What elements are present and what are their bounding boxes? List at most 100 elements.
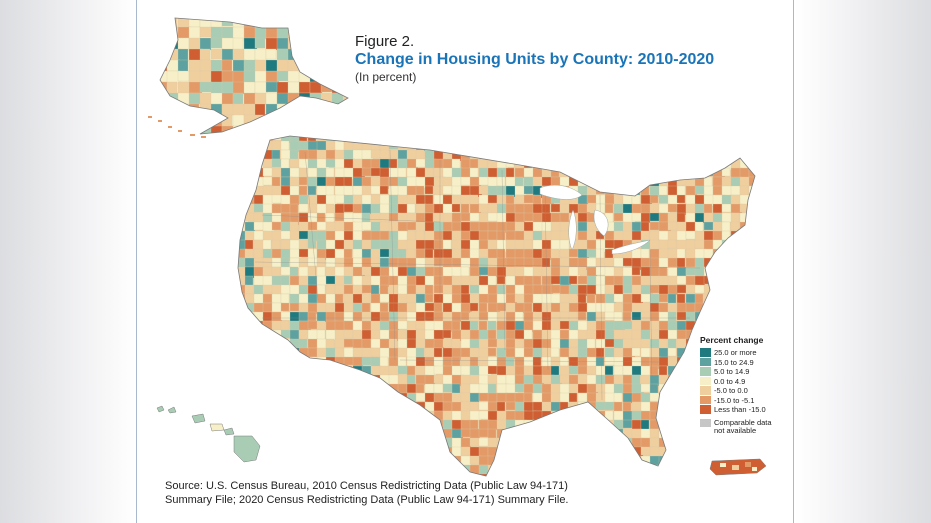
county-tile	[370, 383, 383, 395]
county-tile	[532, 266, 543, 277]
county-tile	[460, 257, 472, 268]
county-tile	[712, 185, 723, 196]
county-tile	[280, 284, 291, 295]
county-tile	[289, 221, 299, 233]
county-tile	[685, 329, 697, 341]
county-tile	[334, 374, 344, 386]
county-tile	[262, 158, 273, 168]
county-tile	[370, 203, 382, 215]
county-tile	[739, 446, 752, 458]
county-tile	[406, 455, 418, 469]
county-tile	[238, 392, 247, 403]
county-tile	[320, 26, 336, 38]
county-tile	[199, 103, 212, 118]
county-tile	[685, 419, 697, 430]
county-tile	[532, 428, 545, 440]
county-tile	[287, 103, 302, 117]
county-tile	[622, 284, 633, 294]
county-tile	[703, 446, 715, 456]
county-tile	[244, 149, 255, 159]
county-tile	[298, 374, 310, 385]
county-tile	[254, 37, 266, 49]
county-tile	[325, 365, 337, 378]
county-tile	[388, 194, 400, 206]
county-tile	[307, 446, 321, 459]
county-tile	[309, 48, 322, 63]
county-tile	[280, 374, 291, 385]
county-tile	[415, 392, 427, 402]
county-tile	[244, 374, 256, 385]
county-tile	[298, 103, 312, 117]
county-tile	[244, 221, 256, 233]
county-tile	[758, 447, 769, 457]
county-tile	[199, 114, 212, 126]
county-tile	[238, 149, 248, 162]
county-tile	[433, 140, 443, 152]
county-tile	[298, 26, 313, 41]
county-tile	[298, 356, 308, 369]
county-tile	[694, 320, 706, 333]
legend-title: Percent change	[700, 335, 764, 345]
county-tile	[658, 149, 669, 162]
county-tile	[559, 221, 570, 232]
county-tile	[298, 194, 309, 205]
county-tile	[188, 18, 201, 28]
county-tile	[667, 446, 681, 456]
county-tile	[460, 410, 472, 421]
county-tile	[676, 140, 686, 152]
county-tile	[271, 176, 281, 188]
county-tile	[406, 248, 416, 259]
county-tile	[758, 276, 766, 285]
county-tile	[307, 401, 318, 415]
county-tile	[342, 48, 348, 62]
county-tile	[523, 136, 535, 144]
county-tile	[451, 140, 463, 151]
county-tile	[586, 419, 596, 432]
county-tile	[658, 239, 669, 251]
county-tile	[397, 419, 409, 433]
county-tile	[604, 203, 614, 214]
county-tile	[298, 329, 309, 341]
county-tile	[667, 266, 679, 278]
county-tile	[586, 230, 598, 242]
county-tile	[243, 103, 257, 116]
county-tile	[415, 455, 428, 466]
county-tile	[307, 392, 320, 404]
county-tile	[640, 230, 650, 241]
county-tile	[244, 136, 255, 143]
county-tile	[487, 311, 499, 323]
county-tile	[309, 125, 325, 134]
county-tile	[253, 149, 263, 160]
county-tile	[221, 59, 233, 72]
county-tile	[730, 320, 743, 334]
county-tile	[238, 338, 248, 351]
county-tile	[505, 365, 517, 376]
county-tile	[532, 365, 543, 377]
legend-swatch	[700, 367, 711, 376]
county-tile	[442, 347, 454, 359]
county-tile	[433, 338, 445, 349]
county-tile	[586, 311, 597, 323]
county-tile	[361, 392, 374, 406]
county-tile	[370, 428, 383, 441]
county-tile	[352, 383, 364, 393]
county-tile	[577, 329, 589, 340]
county-tile	[676, 365, 688, 375]
county-tile	[244, 410, 256, 423]
county-tile	[505, 136, 515, 142]
county-tile	[532, 455, 545, 467]
county-tile	[280, 149, 291, 160]
county-tile	[280, 293, 290, 305]
county-tile	[271, 347, 282, 359]
county-tile	[649, 320, 661, 331]
county-tile	[559, 149, 569, 160]
county-tile	[253, 320, 264, 332]
county-tile	[309, 70, 323, 83]
county-tile	[307, 437, 319, 449]
county-tile	[331, 59, 345, 72]
county-tile	[232, 92, 244, 105]
county-tile	[478, 221, 490, 232]
county-tile	[280, 428, 291, 438]
county-tile	[238, 194, 247, 206]
county-tile	[343, 176, 353, 188]
